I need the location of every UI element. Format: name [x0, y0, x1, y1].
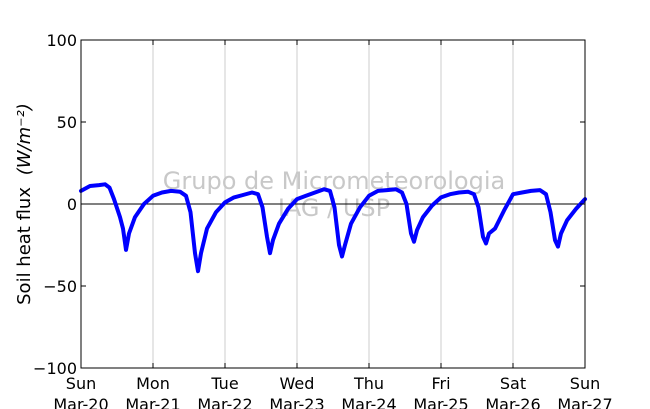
y-tick-label: 0: [67, 195, 77, 214]
x-tick-label-date: Mar-23: [269, 395, 324, 409]
x-tick-label-day: Sun: [570, 374, 600, 393]
y-axis-label: Soil heat flux (W/m⁻²): [14, 103, 35, 305]
x-tick-label-day: Thu: [353, 374, 384, 393]
x-tick-label-date: Mar-27: [557, 395, 612, 409]
x-tick-label-date: Mar-25: [413, 395, 468, 409]
y-axis-ticks: 100 50 0 −50 −100: [33, 31, 585, 378]
x-tick-label-day: Sun: [66, 374, 96, 393]
y-tick-label: −100: [33, 359, 77, 378]
x-tick-label-day: Sat: [500, 374, 526, 393]
x-tick-label-date: Mar-26: [485, 395, 540, 409]
x-tick-label-date: Mar-24: [341, 395, 396, 409]
y-tick-label: 50: [57, 113, 77, 132]
x-tick-label-date: Mar-20: [53, 395, 108, 409]
y-tick-label: 100: [46, 31, 77, 50]
x-tick-label-day: Fri: [431, 374, 450, 393]
series-layer: [79, 182, 587, 274]
y-axis-label-text: Soil heat flux: [14, 187, 35, 305]
x-tick-label-date: Mar-21: [125, 395, 180, 409]
series-line: [79, 182, 587, 274]
x-tick-label-day: Wed: [280, 374, 315, 393]
x-tick-label-date: Mar-22: [197, 395, 252, 409]
y-tick-label: −50: [43, 277, 77, 296]
y-axis-label-unit: (W/m⁻²): [14, 103, 35, 175]
x-tick-label-day: Mon: [136, 374, 170, 393]
x-tick-label-day: Tue: [210, 374, 238, 393]
watermark-line-1: Grupo de Micrometeorologia: [163, 167, 505, 195]
x-axis-ticks: Sun Mar-20 Mon Mar-21 Tue Mar-22 Wed Mar-23 Thu M…: [53, 40, 613, 409]
